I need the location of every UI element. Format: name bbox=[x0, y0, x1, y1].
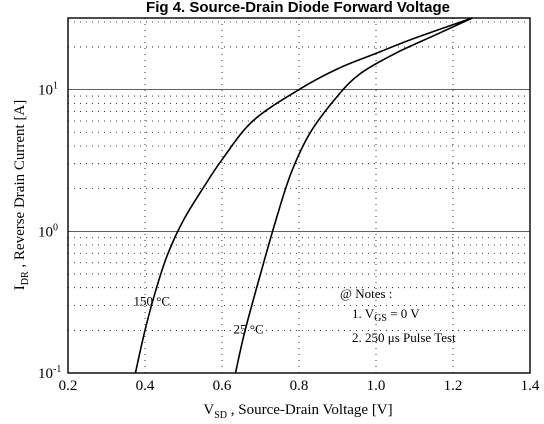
test-notes: @ Notes : 1. VGS = 0 V 2. 250 μs Pulse T… bbox=[340, 286, 456, 345]
y-axis-label: IDR , Reverse Drain Current [A] bbox=[12, 100, 31, 291]
series-line-0 bbox=[134, 17, 473, 374]
y-tick-label: 101 bbox=[38, 81, 58, 99]
series-labels: 150 °C 25 °C bbox=[133, 293, 263, 336]
x-tick-label: 1.0 bbox=[367, 378, 386, 394]
x-tick-label: 1.4 bbox=[521, 378, 540, 394]
grid bbox=[68, 18, 530, 373]
x-tick-label: 0.8 bbox=[290, 378, 309, 394]
notes-line-2: 2. 250 μs Pulse Test bbox=[352, 330, 456, 345]
notes-header: @ Notes : bbox=[340, 286, 392, 301]
x-tick-labels: 0.2 0.4 0.6 0.8 1.0 1.2 1.4 bbox=[59, 378, 540, 394]
x-tick-label: 1.2 bbox=[444, 378, 463, 394]
notes-line-1: 1. VGS = 0 V bbox=[352, 306, 420, 324]
series-label-1: 25 °C bbox=[234, 321, 264, 336]
chart-title: Fig 4. Source-Drain Diode Forward Voltag… bbox=[146, 0, 450, 16]
x-tick-label: 0.2 bbox=[59, 378, 78, 394]
y-tick-label: 10-1 bbox=[38, 364, 61, 382]
x-tick-label: 0.6 bbox=[213, 378, 232, 394]
series-label-0: 150 °C bbox=[133, 293, 170, 308]
x-axis-label: VSD , Source-Drain Voltage [V] bbox=[203, 402, 392, 421]
y-tick-labels: 10-1 100 101 bbox=[38, 81, 61, 382]
x-tick-label: 0.4 bbox=[136, 378, 155, 394]
curves bbox=[134, 17, 473, 374]
y-tick-label: 100 bbox=[38, 222, 58, 240]
series-line-1 bbox=[234, 17, 473, 374]
plot-frame bbox=[67, 17, 531, 374]
